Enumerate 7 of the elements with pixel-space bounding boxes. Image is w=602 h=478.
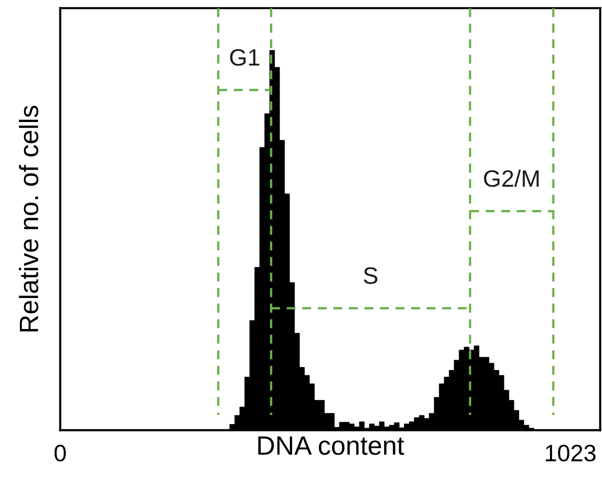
y-axis-title: Relative no. of cells (18, 106, 38, 332)
x-tick-label: 1023 (546, 444, 596, 462)
annotation: G2/M (484, 170, 539, 187)
x-tick-label: 0 (54, 444, 66, 462)
annotation: S (364, 267, 378, 284)
x-axis-title: DNA content (258, 436, 404, 455)
annotation: G1 (230, 49, 260, 66)
